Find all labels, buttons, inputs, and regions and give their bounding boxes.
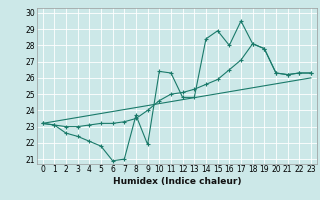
X-axis label: Humidex (Indice chaleur): Humidex (Indice chaleur) (113, 177, 241, 186)
